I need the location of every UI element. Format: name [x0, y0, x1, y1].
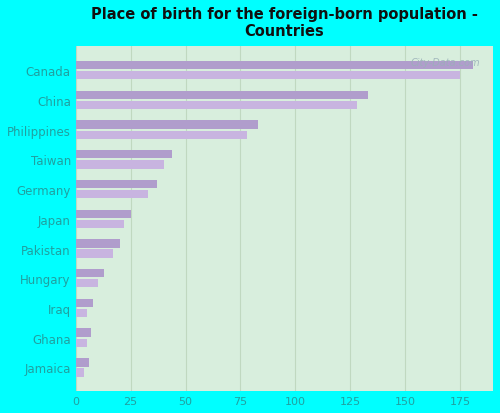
Bar	[76, 121, 258, 129]
Bar	[76, 220, 124, 228]
Text: City-Data.com: City-Data.com	[411, 58, 480, 68]
Bar	[76, 368, 84, 377]
Bar	[76, 72, 460, 80]
Bar	[76, 151, 172, 159]
Bar	[76, 240, 120, 248]
Title: Place of birth for the foreign-born population -
Countries: Place of birth for the foreign-born popu…	[91, 7, 478, 39]
Bar	[76, 161, 164, 169]
Bar	[76, 358, 89, 367]
Bar	[76, 299, 94, 307]
Bar	[76, 131, 247, 140]
Bar	[76, 250, 113, 258]
Bar	[76, 102, 357, 110]
Bar	[76, 92, 368, 100]
Bar	[76, 210, 130, 218]
Bar	[76, 309, 86, 318]
Bar	[76, 339, 86, 347]
Bar	[76, 269, 104, 278]
Bar	[76, 280, 98, 288]
Bar	[76, 62, 473, 70]
Bar	[76, 329, 91, 337]
Bar	[76, 180, 157, 189]
Bar	[76, 190, 148, 199]
